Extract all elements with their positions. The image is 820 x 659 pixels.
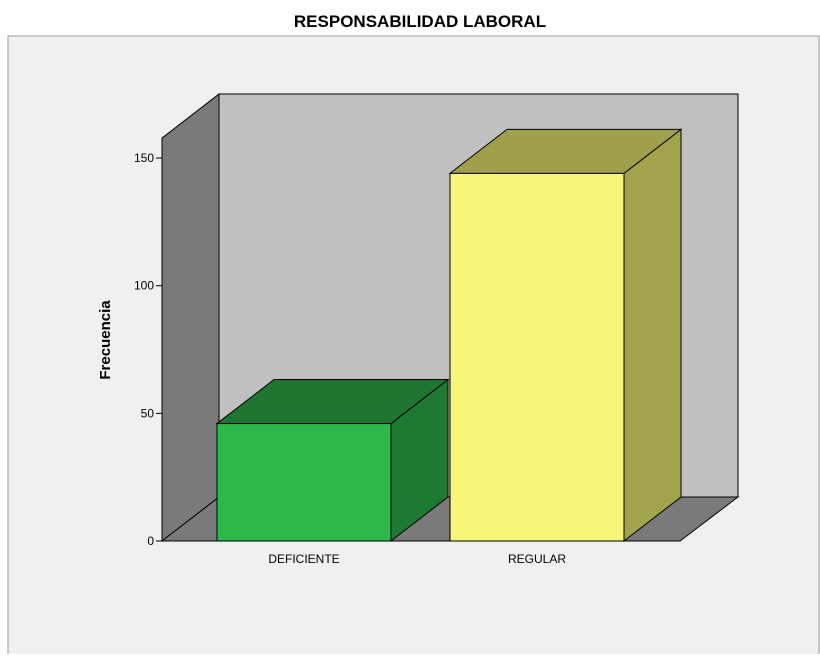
chart-title: RESPONSABILIDAD LABORAL [294, 12, 546, 31]
x-axis-labels: DEFICIENTE REGULAR [268, 552, 566, 566]
y-axis-label: Frecuencia [97, 300, 114, 380]
y-tick-label: 100 [134, 279, 154, 293]
plot-frame [7, 35, 820, 654]
bars [215, 128, 683, 543]
y-axis-ticks: 0 50 100 150 [134, 151, 162, 548]
y-tick-label: 0 [147, 534, 154, 548]
y-tick-label: 150 [134, 151, 154, 165]
bar-side [623, 128, 682, 543]
bar [449, 172, 625, 542]
bar [216, 423, 392, 542]
y-tick-label: 50 [141, 406, 155, 420]
left-wall [161, 93, 220, 543]
x-tick-label: REGULAR [508, 552, 566, 566]
x-tick-label: DEFICIENTE [268, 552, 339, 566]
